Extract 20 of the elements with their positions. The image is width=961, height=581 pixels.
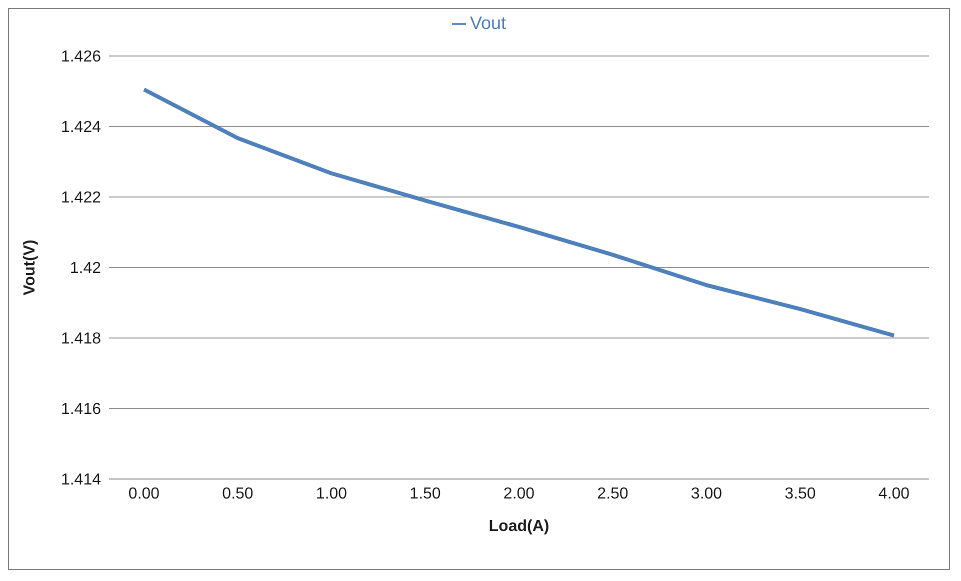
x-tick-label: 3.00 bbox=[690, 485, 722, 502]
x-tick-label: 3.50 bbox=[784, 485, 816, 502]
x-tick-label: 0.50 bbox=[222, 485, 254, 502]
x-tick-label: 1.50 bbox=[410, 485, 441, 502]
legend-label: Vout bbox=[470, 13, 506, 33]
y-axis-title: Vout(V) bbox=[22, 240, 39, 296]
y-tick-label: 1.422 bbox=[60, 190, 102, 207]
x-tick-label: 2.50 bbox=[597, 485, 628, 502]
x-tick-label: 1.00 bbox=[316, 485, 348, 502]
y-tick-label: 1.42 bbox=[70, 260, 102, 278]
y-tick-label: 1.418 bbox=[60, 330, 102, 348]
y-tick-label: 1.416 bbox=[60, 401, 102, 418]
y-tick-label: 1.414 bbox=[60, 472, 102, 489]
line-series bbox=[142, 87, 896, 338]
x-tick-label: 2.00 bbox=[503, 485, 535, 502]
y-tick-label: 1.424 bbox=[60, 119, 102, 136]
x-axis-title: Load(A) bbox=[488, 518, 550, 535]
x-tick-label: 0.00 bbox=[128, 485, 160, 502]
y-tick-label: 1.426 bbox=[60, 48, 102, 66]
x-tick-label: 4.00 bbox=[878, 485, 910, 502]
